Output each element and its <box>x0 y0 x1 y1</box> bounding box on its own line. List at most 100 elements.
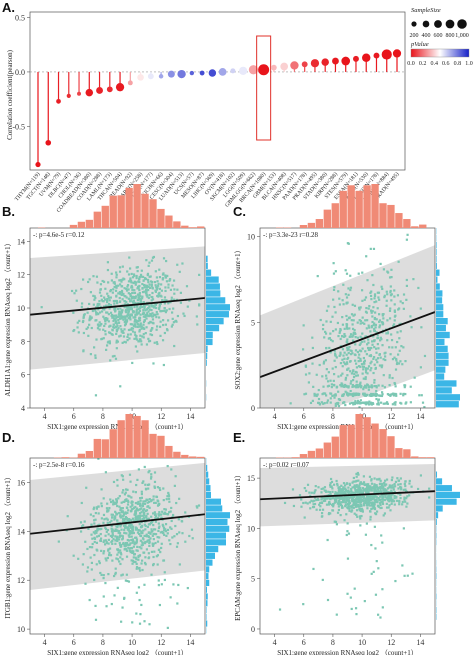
scatter-point <box>154 533 158 536</box>
histogram-y-bar <box>436 498 457 505</box>
scatter-point <box>113 285 116 289</box>
scatter-point <box>362 360 366 364</box>
scatter-point <box>133 297 136 300</box>
scatter-point <box>186 586 189 590</box>
scatter-point <box>104 322 107 325</box>
scatter-point <box>126 303 129 306</box>
scatter-point <box>143 502 147 505</box>
scatter-point <box>352 339 355 342</box>
scatter-point <box>408 479 411 483</box>
scatter-point <box>96 527 99 530</box>
histogram-x-bar <box>419 457 427 458</box>
scatter-point <box>355 509 359 512</box>
scatter-point <box>373 506 376 510</box>
scatter-point <box>343 383 347 387</box>
scatter-point <box>150 473 153 476</box>
scatter-point <box>137 285 140 288</box>
histogram-x-bar <box>307 450 316 458</box>
scatter-point <box>135 321 138 324</box>
scatter-point <box>172 583 175 586</box>
scatter-point <box>156 536 159 539</box>
scatter-point <box>181 532 184 535</box>
scatter-point <box>166 513 170 516</box>
panel-label-a: A. <box>2 0 15 15</box>
scatter-point <box>348 402 352 405</box>
scatter-point <box>339 513 342 517</box>
scatter-point <box>117 538 121 541</box>
yaxis-label: ITGB1:gene expression RNAseq log2 （count… <box>4 473 12 618</box>
scatter-point <box>161 278 164 281</box>
scatter-point <box>116 340 120 343</box>
scatter-point <box>339 490 342 494</box>
xtick-label: 4 <box>43 412 47 421</box>
scatter-point <box>327 490 330 493</box>
scatter-point <box>96 305 99 308</box>
scatter-point <box>113 307 116 310</box>
scatter-point <box>123 493 127 496</box>
scatter-point <box>376 504 380 507</box>
scatter-point <box>363 489 366 492</box>
scatter-point <box>107 304 110 307</box>
xtick-label: 14 <box>186 638 194 647</box>
scatter-point <box>154 270 157 273</box>
scatter-point <box>137 518 140 521</box>
scatter-point <box>381 287 384 291</box>
scatter-point <box>402 307 405 310</box>
scatter-point <box>335 523 338 526</box>
scatter-point <box>120 289 124 293</box>
scatter-point <box>95 313 98 316</box>
scatter-point <box>113 317 116 320</box>
histogram-x-bar <box>323 209 331 228</box>
scatter-point <box>375 397 378 401</box>
scatter-point <box>148 539 151 542</box>
histogram-x-bar <box>347 185 355 228</box>
scatter-point <box>169 526 172 529</box>
scatter-point <box>347 356 350 359</box>
scatter-point <box>149 477 153 480</box>
scatter-point <box>114 535 117 538</box>
scatter-point <box>82 331 85 335</box>
scatter-point <box>311 346 314 350</box>
scatter-point <box>346 394 350 397</box>
scatter-point <box>403 498 406 501</box>
scatter-point <box>376 500 379 503</box>
scatter-point <box>359 306 362 309</box>
scatter-point <box>364 385 367 388</box>
scatter-point <box>161 273 165 276</box>
scatter-point <box>143 542 147 545</box>
scatter-point <box>301 348 305 351</box>
scatter-point <box>364 376 367 379</box>
xtick-label: 8 <box>101 412 105 421</box>
scatter-point <box>317 498 320 501</box>
histogram-y-bar <box>436 262 437 269</box>
scatter-point <box>355 513 358 516</box>
scatter-point <box>346 502 350 506</box>
scatter-point <box>147 288 150 292</box>
scatter-point <box>381 364 384 367</box>
scatter-point <box>134 283 137 286</box>
scatter-point <box>400 402 403 405</box>
scatter-point <box>410 326 413 329</box>
scatter-point <box>325 368 328 371</box>
scatter-point <box>164 523 168 526</box>
histogram-y-bar <box>436 491 460 499</box>
scatter-point <box>109 331 112 335</box>
histogram-x-bar <box>117 195 125 228</box>
scatter-point <box>114 325 118 328</box>
scatter-point <box>136 325 139 329</box>
scatter-point <box>349 333 353 336</box>
scatter-point <box>375 500 378 503</box>
scatter-point <box>112 323 115 326</box>
scatter-point <box>388 346 391 349</box>
scatter-point <box>354 332 357 336</box>
scatter-point <box>163 578 166 582</box>
xaxis-label: SIX1:gene expression RNAseq log2 （count+… <box>277 649 417 655</box>
scatter-point <box>173 484 176 487</box>
scatter-point <box>386 402 389 405</box>
scatter-point <box>160 289 163 292</box>
scatter-point <box>369 495 372 498</box>
scatter-point <box>365 353 368 356</box>
scatter-point <box>125 287 128 291</box>
scatter-point <box>139 613 142 616</box>
scatter-point <box>340 385 343 388</box>
